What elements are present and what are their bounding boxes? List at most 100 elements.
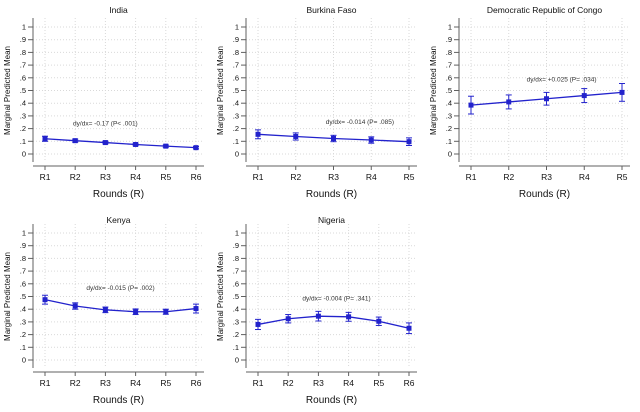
- y-tick-label: .6: [233, 73, 239, 82]
- x-tick-label: R3: [328, 172, 339, 182]
- x-tick-label: R6: [404, 378, 415, 388]
- y-tick-label: .6: [20, 279, 26, 288]
- data-point: [72, 303, 78, 309]
- x-tick-label: R1: [40, 378, 51, 388]
- data-point: [72, 138, 78, 144]
- y-tick-label: .1: [446, 137, 452, 146]
- x-axis-label: Rounds (R): [93, 189, 144, 200]
- y-tick-label: .1: [20, 137, 26, 146]
- y-tick-label: .8: [446, 48, 452, 57]
- x-tick-label: R1: [40, 172, 51, 182]
- data-point: [163, 309, 169, 315]
- slope-annotation: dy/dx= +0.025 (P= .034): [527, 77, 597, 84]
- panel-kenya: Kenya Marginal Predicted Mean Rounds (R)…: [0, 206, 213, 412]
- y-tick-label: .4: [20, 99, 26, 108]
- x-tick-label: R5: [617, 172, 628, 182]
- slope-annotation: dy/dx= -0.17 (P< .001): [73, 120, 138, 127]
- x-tick-label: R2: [503, 172, 514, 182]
- panel-title: Nigeria: [318, 215, 345, 225]
- y-tick-label: .8: [20, 254, 26, 263]
- y-tick-label: 1: [22, 229, 26, 238]
- slope-annotation: dy/dx= -0.014 (P= .085): [326, 119, 394, 126]
- y-tick-label: .4: [233, 99, 239, 108]
- data-point: [255, 321, 261, 327]
- y-tick-label: .5: [233, 86, 239, 95]
- y-tick-label: .5: [446, 86, 452, 95]
- x-tick-label: R4: [579, 172, 590, 182]
- y-tick-label: 0: [235, 150, 239, 159]
- slope-annotation: dy/dx= -0.004 (P= .341): [302, 295, 370, 302]
- y-tick-label: .7: [233, 61, 239, 70]
- x-tick-label: R3: [313, 378, 324, 388]
- x-tick-label: R4: [343, 378, 354, 388]
- panel-title: Kenya: [106, 215, 130, 225]
- y-tick-label: .9: [446, 35, 452, 44]
- slope-annotation: dy/dx= -0.015 (P= .002): [86, 285, 154, 292]
- x-tick-label: R4: [130, 172, 141, 182]
- y-tick-label: .3: [233, 317, 239, 326]
- data-point: [368, 137, 374, 143]
- data-point: [544, 96, 549, 102]
- x-tick-label: R2: [283, 378, 294, 388]
- data-point: [285, 316, 291, 322]
- x-tick-label: R5: [160, 172, 171, 182]
- x-tick-label: R4: [366, 172, 377, 182]
- y-tick-label: .1: [20, 343, 26, 352]
- y-tick-label: .7: [20, 267, 26, 276]
- panel-india: India Marginal Predicted Mean Rounds (R)…: [0, 0, 213, 206]
- chart-india: India Marginal Predicted Mean Rounds (R)…: [3, 5, 204, 200]
- panel-nigeria: Nigeria Marginal Predicted Mean Rounds (…: [213, 206, 426, 412]
- y-tick-label: .2: [446, 124, 452, 133]
- y-tick-label: .1: [233, 343, 239, 352]
- x-axis-label: Rounds (R): [306, 189, 357, 200]
- y-tick-label: .2: [233, 124, 239, 133]
- data-point: [133, 141, 139, 147]
- y-tick-label: 0: [22, 150, 26, 159]
- y-tick-label: .7: [233, 267, 239, 276]
- x-tick-label: R1: [253, 172, 264, 182]
- trend-line: [257, 315, 410, 329]
- y-tick-label: .2: [20, 124, 26, 133]
- x-tick-label: R6: [191, 378, 202, 388]
- y-tick-label: .5: [20, 292, 26, 301]
- y-tick-label: .9: [233, 35, 239, 44]
- x-tick-label: R5: [404, 172, 415, 182]
- data-point: [468, 102, 474, 108]
- x-tick-label: R2: [290, 172, 301, 182]
- x-tick-label: R3: [100, 172, 111, 182]
- x-tick-label: R3: [541, 172, 552, 182]
- data-point: [331, 136, 336, 142]
- data-point: [293, 133, 299, 139]
- y-tick-label: .3: [233, 111, 239, 120]
- y-tick-label: .3: [20, 317, 26, 326]
- panel-drc: Democratic Republic of Congo Marginal Pr…: [426, 0, 639, 206]
- y-tick-label: .4: [20, 305, 26, 314]
- panel-title: India: [109, 5, 128, 15]
- x-tick-label: R3: [100, 378, 111, 388]
- data-point: [506, 99, 512, 105]
- y-tick-label: .9: [20, 35, 26, 44]
- x-tick-label: R1: [253, 378, 264, 388]
- y-tick-label: 0: [22, 356, 26, 365]
- data-point: [376, 318, 382, 324]
- panel-title: Burkina Faso: [306, 5, 356, 15]
- y-tick-label: .8: [20, 48, 26, 57]
- y-tick-label: .4: [446, 99, 452, 108]
- y-tick-label: .9: [20, 241, 26, 250]
- y-tick-label: .5: [20, 86, 26, 95]
- y-tick-label: .2: [233, 330, 239, 339]
- data-point: [581, 93, 587, 99]
- data-point: [193, 145, 199, 151]
- chart-nigeria: Nigeria Marginal Predicted Mean Rounds (…: [216, 215, 417, 406]
- panel-burkina-faso: Burkina Faso Marginal Predicted Mean Rou…: [213, 0, 426, 206]
- data-point: [346, 314, 352, 320]
- data-point: [102, 140, 108, 146]
- data-point: [193, 306, 199, 312]
- y-tick-label: .8: [233, 254, 239, 263]
- y-tick-label: .8: [233, 48, 239, 57]
- chart-kenya: Kenya Marginal Predicted Mean Rounds (R)…: [3, 215, 204, 406]
- x-tick-label: R2: [70, 378, 81, 388]
- y-axis-label: Marginal Predicted Mean: [3, 46, 12, 135]
- y-tick-label: 1: [235, 23, 239, 32]
